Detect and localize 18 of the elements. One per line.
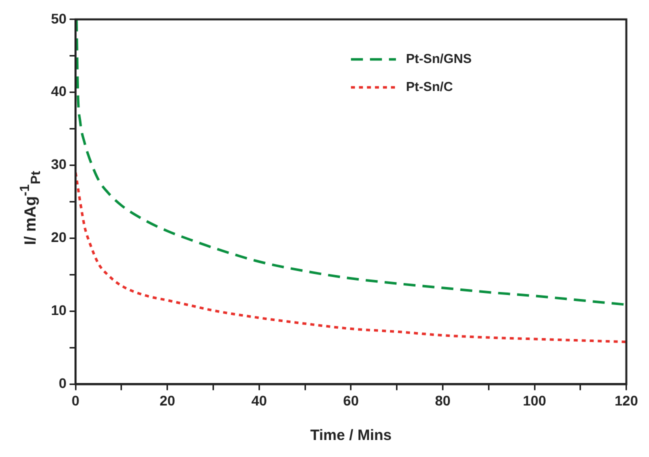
y-tick-label: 50: [50, 10, 67, 26]
line-series: [76, 19, 626, 306]
x-tick-label: 60: [343, 392, 359, 408]
y-tick-label: 10: [50, 302, 67, 318]
legend-label: Pt-Sn/C: [406, 78, 454, 94]
x-tick-label: 0: [72, 392, 80, 408]
x-tick-label: 40: [251, 392, 268, 408]
y-tick-label: 20: [50, 229, 67, 246]
line-series: [76, 171, 626, 344]
x-axis-title: Time / Mins: [310, 427, 392, 444]
legend-label: Pt-Sn/GNS: [406, 50, 472, 66]
x-tick-label: 100: [522, 392, 546, 408]
y-tick-label: 0: [58, 375, 67, 392]
x-tick-label: 20: [160, 392, 176, 408]
y-tick-label: 40: [50, 83, 67, 100]
x-tick-label: 120: [614, 392, 638, 408]
y-tick-label: 30: [50, 156, 67, 172]
x-tick-label: 80: [434, 392, 451, 408]
